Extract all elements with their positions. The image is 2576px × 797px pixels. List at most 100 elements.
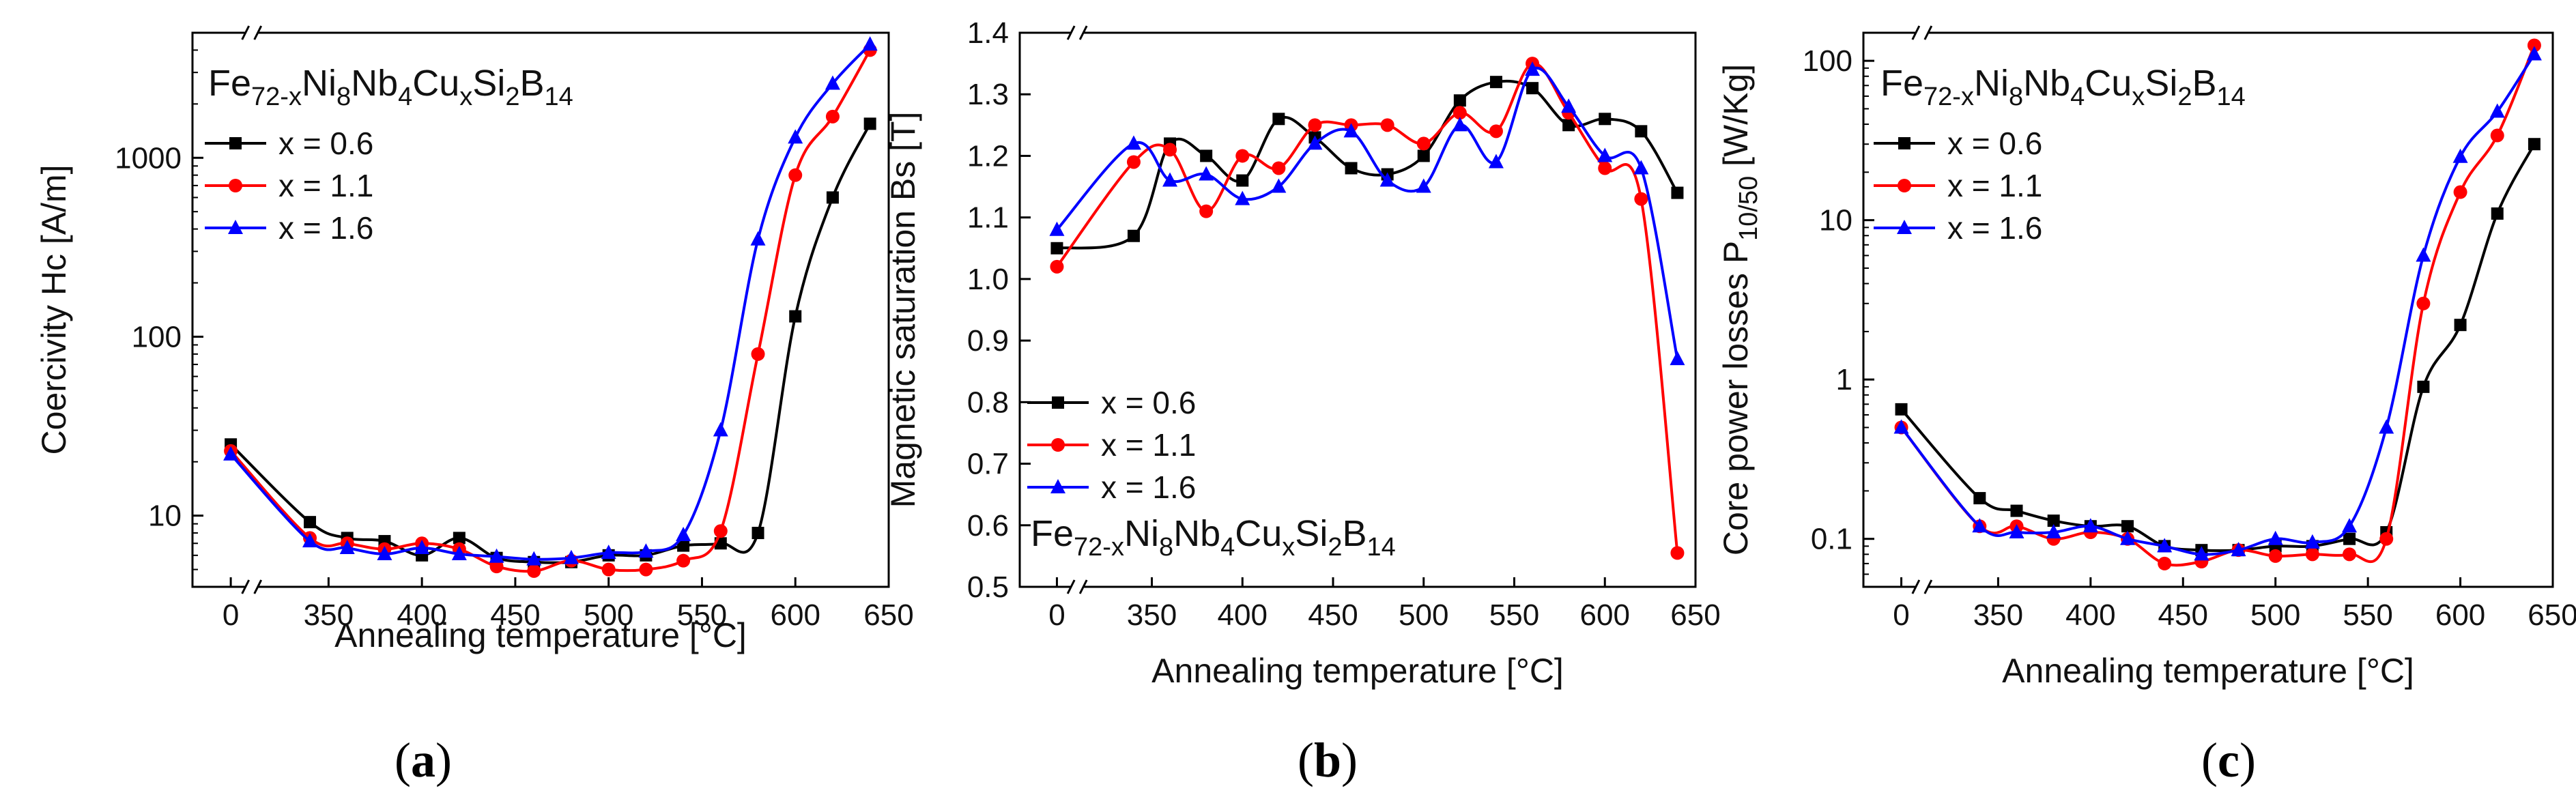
plot-area-a: [223, 36, 878, 578]
x-tick-label: 500: [584, 598, 633, 632]
y-tick-label: 1000: [115, 141, 182, 175]
legend-label: x = 1.6: [1947, 210, 2042, 246]
data-point: [1345, 162, 1358, 175]
data-point: [2379, 532, 2394, 546]
panel-a: 0 350 400 450 500 550 600 650 10 100 1000 Annealin…: [35, 25, 914, 787]
x-axis-label-c: Annealing temperature [°C]: [2002, 652, 2414, 690]
data-point: [1488, 154, 1504, 169]
data-point: [788, 168, 803, 182]
panel-c: 0 350 400 450 500 550 600 650 0.1 1 10 100 Annealin…: [1717, 25, 2576, 787]
y-axis-label-a: Coercivity Hc [A/m]: [35, 164, 73, 454]
y-axis-label-c: Core power losses P10/50 [W/Kg]: [1717, 64, 1763, 555]
x-tick-label: 550: [677, 598, 727, 632]
plot-area-b: [1049, 57, 1685, 560]
x-tick-label: 0: [223, 598, 239, 632]
series-line: [229, 43, 872, 561]
y-axis-label-b: Magnetic saturation Bs [T]: [884, 112, 922, 508]
axis-break-mark: [241, 25, 251, 40]
x-tick-label: 600: [2435, 598, 2485, 632]
data-point: [377, 545, 392, 560]
legend-label: x = 1.6: [278, 210, 373, 246]
data-point: [1050, 259, 1064, 274]
data-point: [638, 543, 654, 558]
data-point: [752, 527, 764, 540]
data-point: [1973, 492, 1986, 505]
data-point: [1379, 172, 1395, 187]
x-tick-label: 0: [1048, 598, 1065, 632]
y-tick-label: 1.1: [967, 201, 1009, 235]
data-point: [1307, 135, 1323, 150]
axis-break-gap: [244, 29, 259, 37]
data-point: [1525, 61, 1541, 76]
series-x1.6: [223, 36, 878, 566]
x-tick-label: 350: [1127, 598, 1177, 632]
x-tick-label: 550: [1489, 598, 1539, 632]
data-point: [639, 562, 653, 577]
axis-break-gap: [1915, 29, 1929, 37]
axis-break-mark: [1911, 579, 1921, 594]
y-tick-label: 1.4: [967, 16, 1009, 50]
axis-break-mark: [1078, 579, 1088, 594]
series-line: [1056, 66, 1679, 360]
x-tick-label: 600: [771, 598, 820, 632]
x-tick-label: 0: [1893, 598, 1909, 632]
data-point: [1635, 125, 1648, 138]
formula-b: Fe72-xNi8Nb4CuxSi2B14: [1031, 513, 1396, 562]
data-point: [526, 551, 542, 566]
y-tick-label: 0.8: [967, 386, 1009, 419]
data-point: [2379, 419, 2394, 434]
data-point: [1343, 123, 1359, 138]
data-point: [1599, 113, 1612, 126]
y-tick-label: 0.7: [967, 448, 1009, 481]
axis-break-mark: [1066, 579, 1076, 594]
legend-label: x = 0.6: [1947, 126, 2042, 161]
data-point: [2268, 549, 2282, 563]
data-point: [1598, 161, 1612, 175]
legend-label: x = 1.1: [1947, 168, 2042, 203]
axis-break-gap: [244, 583, 259, 591]
panel-label-b: (b): [1298, 733, 1358, 787]
data-point: [1452, 117, 1468, 132]
data-point: [1163, 143, 1177, 157]
data-point: [489, 560, 504, 574]
data-point: [1126, 135, 1141, 150]
data-point: [2046, 524, 2061, 539]
data-point: [2267, 530, 2283, 545]
x-axis-label-a: Annealing temperature [°C]: [334, 616, 747, 654]
axis-break-mark: [253, 579, 263, 594]
data-point: [1126, 155, 1141, 169]
legend-label: x = 1.1: [278, 168, 373, 203]
legend-marker: [1050, 479, 1065, 493]
data-point: [1972, 518, 1988, 533]
data-point: [788, 129, 803, 144]
panel-label-a: (a): [395, 733, 452, 787]
formula-c: Fe72-xNi8Nb4CuxSi2B14: [1880, 63, 2246, 111]
y-tick-label: 0.6: [967, 509, 1009, 542]
data-point: [1416, 178, 1431, 193]
legend-label: x = 0.6: [278, 126, 373, 161]
plot-frame-c: [1862, 31, 2554, 588]
x-tick-label: 350: [304, 598, 354, 632]
axis-break-mark: [253, 25, 263, 40]
axis-break-gap: [1070, 583, 1085, 591]
x-tick-label: 450: [2158, 598, 2208, 632]
axis-break-mark: [241, 579, 251, 594]
axis-break-mark: [1066, 25, 1076, 40]
data-point: [2121, 520, 2134, 533]
data-point: [1127, 229, 1140, 242]
x-tick-label: 400: [1218, 598, 1268, 632]
x-tick-label: 500: [1399, 598, 1448, 632]
data-point: [1417, 149, 1430, 162]
series-x1.6: [1049, 61, 1685, 366]
data-point: [1526, 82, 1539, 95]
legend-label: x = 1.1: [1101, 427, 1196, 463]
x-tick-label: 400: [397, 598, 446, 632]
y-tick-label: 0.5: [967, 570, 1009, 604]
legend-marker: [229, 137, 242, 149]
series-x1.6: [1893, 46, 2542, 561]
formula-a: Fe72-xNi8Nb4CuxSi2B14: [208, 63, 573, 111]
data-point: [713, 524, 728, 538]
data-point: [1670, 546, 1685, 560]
data-point: [489, 548, 504, 563]
